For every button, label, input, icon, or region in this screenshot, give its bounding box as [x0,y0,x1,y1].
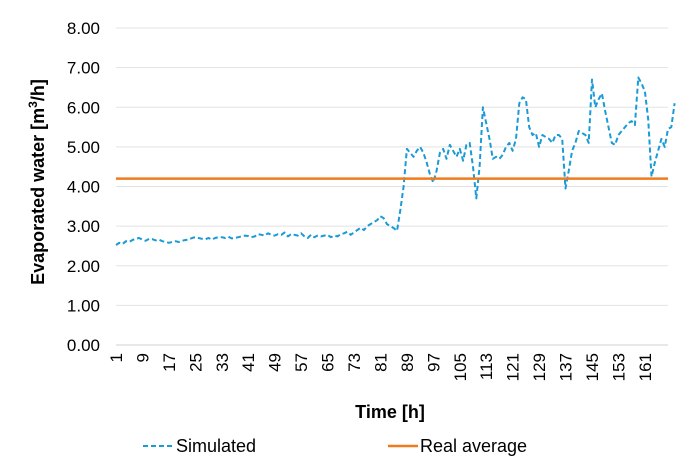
x-tick-label: 41 [239,353,258,372]
y-axis-title: Evaporated water [m3/h] [26,79,48,285]
y-axis-title-end: /h] [28,79,48,101]
x-tick-label: 121 [504,353,523,381]
y-tick-label: 8.00 [67,19,100,38]
x-tick-label: 81 [371,353,390,372]
series-layer [115,76,676,246]
legend-label-real-average: Real average [420,436,527,456]
y-tick-label: 7.00 [67,59,100,78]
y-tick-label: 2.00 [67,257,100,276]
legend-label-simulated: Simulated [176,436,256,456]
y-axis-ticks: 0.00 1.00 2.00 3.00 4.00 5.00 6.00 7.00 8.00 [67,19,100,355]
x-tick-label: 57 [292,353,311,372]
x-tick-label: 25 [186,353,205,372]
x-tick-label: 113 [477,353,496,380]
gridlines [116,27,668,306]
y-axis-title-superscript: 3 [26,101,40,108]
y-tick-label: 0.00 [67,336,100,355]
y-tick-label: 3.00 [67,217,100,236]
x-tick-label: 65 [319,353,338,372]
y-tick-label: 5.00 [67,138,100,157]
x-tick-label: 17 [160,353,179,372]
x-tick-label: 9 [133,353,152,362]
x-tick-label: 105 [451,353,470,381]
x-tick-label: 49 [266,353,285,372]
y-tick-label: 4.00 [67,178,100,197]
y-tick-label: 1.00 [67,296,100,315]
y-axis-title-main: Evaporated water [m [28,108,48,285]
x-axis-ticks: 1 9 17 25 33 41 49 57 65 73 81 89 97 105 113 121 129 137 1… [107,353,655,381]
x-tick-label: 89 [398,353,417,372]
x-tick-label: 137 [557,353,576,381]
x-tick-label: 145 [583,353,602,381]
y-tick-label: 6.00 [67,98,100,117]
x-tick-label: 153 [609,353,628,381]
legend: Simulated Real average [143,436,527,456]
x-tick-label: 33 [213,353,232,372]
x-axis-title: Time [h] [355,402,425,422]
x-tick-label: 161 [636,353,655,381]
series-line-simulated [115,76,676,246]
x-tick-label: 129 [530,353,549,381]
x-tick-label: 97 [424,353,443,372]
x-tick-label: 73 [345,353,364,372]
x-tick-label: 1 [107,353,126,362]
